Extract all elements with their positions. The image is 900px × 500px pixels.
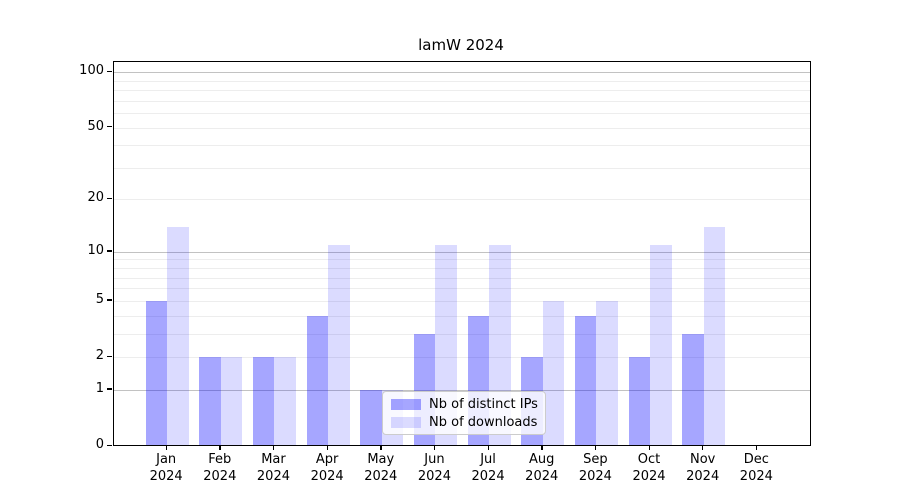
x-tick-label: Mar 2024 bbox=[256, 452, 290, 484]
x-tick bbox=[219, 445, 221, 450]
x-tick bbox=[487, 445, 489, 450]
gridline-major bbox=[113, 251, 810, 253]
x-tick bbox=[272, 445, 275, 450]
gridline-minor bbox=[113, 145, 810, 147]
x-tick bbox=[541, 445, 543, 450]
x-tick-label: Jul 2024 bbox=[471, 452, 505, 484]
gridline-minor bbox=[113, 127, 810, 129]
plot-area bbox=[112, 60, 811, 446]
bar-distinct-ips bbox=[574, 315, 597, 445]
y-tick-label: 2 bbox=[95, 348, 104, 363]
bar-distinct-ips bbox=[360, 389, 382, 445]
legend: Nb of distinct IPs Nb of downloads bbox=[382, 391, 546, 435]
y-tick bbox=[107, 126, 112, 128]
legend-swatch-downloads bbox=[391, 416, 421, 428]
y-tick bbox=[107, 197, 112, 200]
y-tick bbox=[107, 444, 112, 446]
gridline-minor bbox=[113, 259, 810, 261]
gridline-major bbox=[113, 72, 810, 74]
x-tick bbox=[380, 445, 382, 450]
x-tick-label: Sep 2024 bbox=[578, 452, 612, 484]
gridline-minor bbox=[113, 333, 810, 335]
x-tick-label: May 2024 bbox=[364, 452, 398, 484]
y-tick bbox=[107, 70, 112, 72]
bar-distinct-ips bbox=[306, 315, 329, 445]
y-tick bbox=[107, 355, 112, 357]
x-tick-label: Oct 2024 bbox=[632, 452, 666, 484]
bar-downloads bbox=[542, 300, 565, 445]
bar-downloads bbox=[274, 357, 296, 445]
x-tick bbox=[433, 445, 436, 450]
x-tick-label: Nov 2024 bbox=[686, 452, 720, 484]
gridline-minor bbox=[113, 288, 810, 290]
legend-entry-distinct-ips: Nb of distinct IPs bbox=[391, 396, 538, 412]
legend-swatch-distinct-ips bbox=[391, 398, 421, 410]
x-tick bbox=[702, 445, 704, 450]
gridline-minor bbox=[113, 300, 810, 302]
x-tick bbox=[165, 445, 167, 450]
bar-downloads bbox=[167, 226, 189, 445]
y-tick-label: 100 bbox=[79, 63, 104, 79]
bar-downloads bbox=[596, 300, 618, 445]
y-tick bbox=[107, 388, 112, 390]
y-tick-label: 0 bbox=[95, 437, 104, 452]
legend-entry-downloads: Nb of downloads bbox=[391, 415, 537, 430]
y-tick bbox=[107, 250, 112, 252]
gridline-minor bbox=[113, 80, 810, 82]
bar-distinct-ips bbox=[252, 357, 275, 445]
y-tick bbox=[107, 299, 112, 301]
gridline-minor bbox=[113, 277, 810, 279]
y-tick-label: 5 bbox=[95, 291, 104, 307]
bar-distinct-ips bbox=[145, 300, 168, 445]
x-tick bbox=[594, 445, 597, 450]
x-tick-label: Jan 2024 bbox=[149, 452, 183, 484]
bar-downloads bbox=[650, 244, 672, 445]
gridline-minor bbox=[113, 268, 810, 270]
gridline-minor bbox=[113, 100, 810, 102]
x-tick bbox=[326, 445, 328, 450]
gridline-minor bbox=[113, 315, 810, 317]
legend-label-downloads: Nb of downloads bbox=[429, 414, 538, 430]
bar-downloads bbox=[703, 226, 726, 445]
bar-downloads bbox=[220, 357, 243, 445]
y-tick-label: 10 bbox=[87, 242, 104, 258]
bar-distinct-ips bbox=[628, 357, 651, 445]
x-tick bbox=[755, 445, 758, 450]
x-tick-label: Apr 2024 bbox=[310, 452, 344, 484]
x-tick-label: Jun 2024 bbox=[417, 452, 451, 484]
bar-distinct-ips bbox=[199, 357, 221, 445]
x-tick-label: Aug 2024 bbox=[525, 452, 559, 484]
gridline-minor bbox=[113, 357, 810, 358]
x-tick-label: Feb 2024 bbox=[203, 452, 237, 484]
gridline-minor bbox=[113, 199, 810, 201]
y-tick-label: 20 bbox=[87, 190, 104, 206]
gridline-minor bbox=[113, 167, 810, 169]
y-tick-label: 50 bbox=[87, 118, 104, 134]
x-tick bbox=[648, 445, 650, 450]
chart-title: lamW 2024 bbox=[418, 36, 504, 54]
bar-distinct-ips bbox=[682, 333, 704, 445]
x-tick-label: Dec 2024 bbox=[739, 452, 773, 484]
legend-label-distinct-ips: Nb of distinct IPs bbox=[429, 396, 538, 412]
gridline-minor bbox=[113, 90, 810, 92]
y-tick-label: 1 bbox=[95, 380, 104, 396]
gridline-major bbox=[113, 389, 810, 391]
gridline-minor bbox=[113, 113, 810, 115]
bar-downloads bbox=[328, 244, 350, 445]
